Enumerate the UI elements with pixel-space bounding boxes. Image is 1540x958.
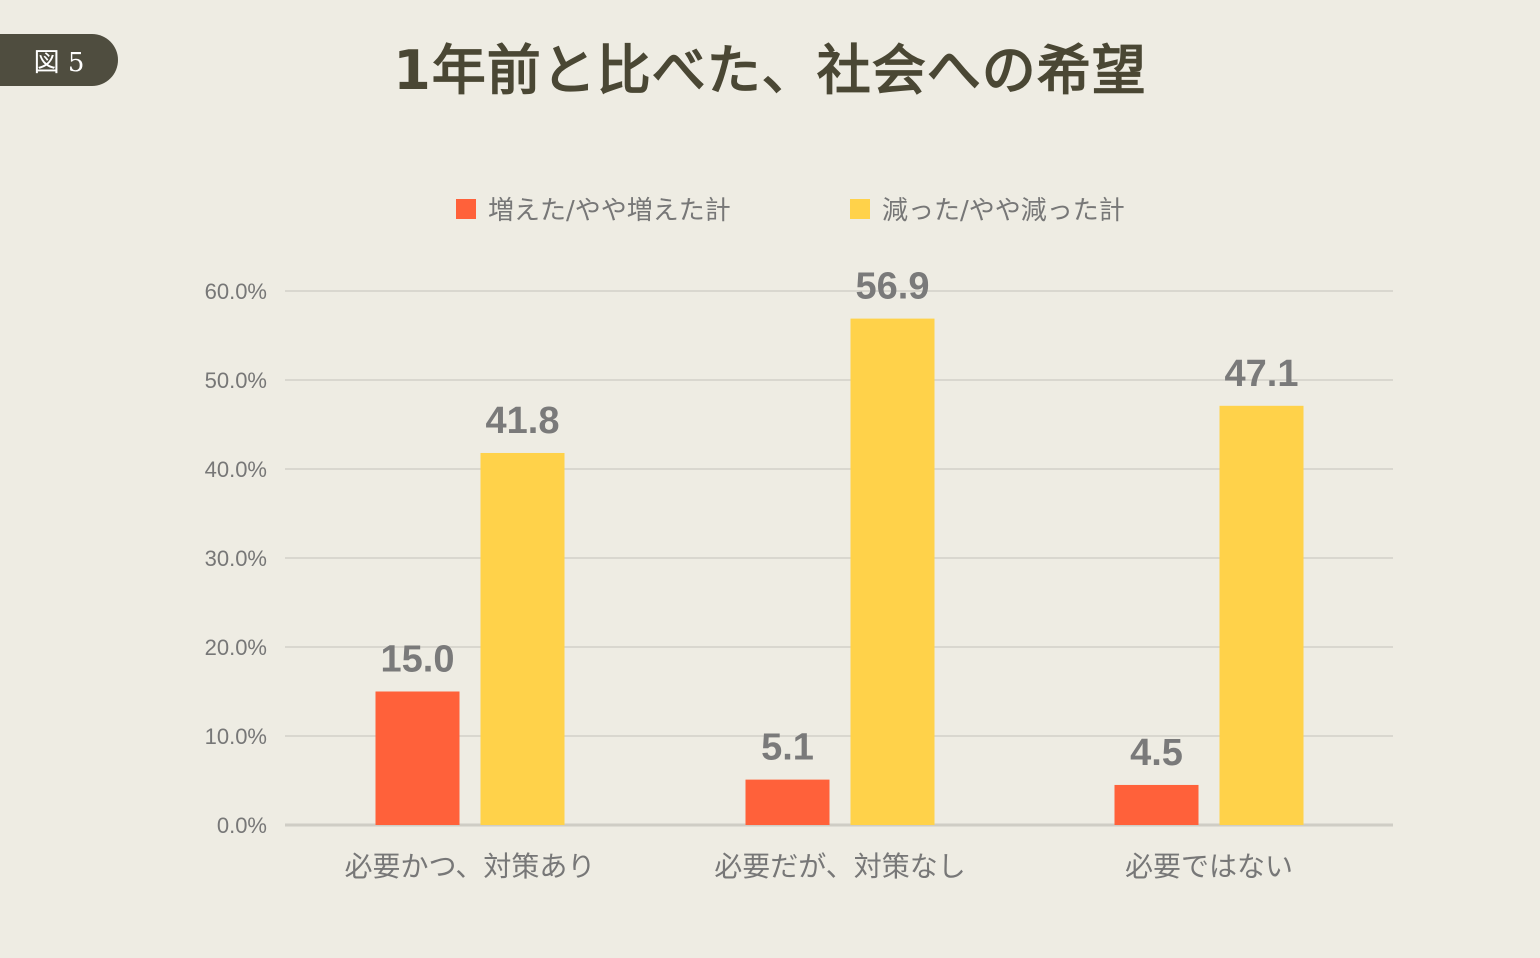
data-label: 47.1 xyxy=(1225,353,1299,395)
y-tick-label: 10.0% xyxy=(205,724,267,749)
y-tick-label: 20.0% xyxy=(205,635,267,660)
y-tick-label: 30.0% xyxy=(205,546,267,571)
data-label: 56.9 xyxy=(856,266,930,308)
bar xyxy=(1114,784,1199,825)
bar xyxy=(745,779,830,825)
legend-label-increased: 増えた/やや増えた計 xyxy=(488,196,731,226)
x-category-label: 必要かつ、対策あり xyxy=(345,850,596,883)
bar xyxy=(850,318,935,825)
x-category-label: 必要だが、対策なし xyxy=(714,850,965,883)
data-label: 41.8 xyxy=(486,400,560,442)
x-category-label: 必要ではない xyxy=(1125,850,1293,883)
data-label: 15.0 xyxy=(381,639,455,681)
chart-title: 1年前と比べた、社会への希望 xyxy=(393,39,1147,102)
bar xyxy=(375,691,460,825)
y-tick-label: 60.0% xyxy=(205,279,267,304)
bar xyxy=(1219,405,1304,825)
legend-label-decreased: 減った/やや減った計 xyxy=(882,196,1125,226)
data-label: 5.1 xyxy=(761,727,814,769)
legend-swatch-increased xyxy=(456,198,476,219)
legend-item-decreased: 減った/やや減った計 xyxy=(850,190,1125,227)
bar xyxy=(480,452,565,825)
legend-item-increased: 増えた/やや増えた計 xyxy=(456,190,731,227)
data-label: 4.5 xyxy=(1130,732,1183,774)
y-tick-label: 0.0% xyxy=(217,813,267,838)
legend-swatch-decreased xyxy=(850,198,870,219)
figure-badge: 図 5 xyxy=(0,34,118,86)
y-tick-label: 40.0% xyxy=(205,457,267,482)
legend: 増えた/やや増えた計 減った/やや減った計 xyxy=(0,190,1540,230)
y-tick-label: 50.0% xyxy=(205,368,267,393)
